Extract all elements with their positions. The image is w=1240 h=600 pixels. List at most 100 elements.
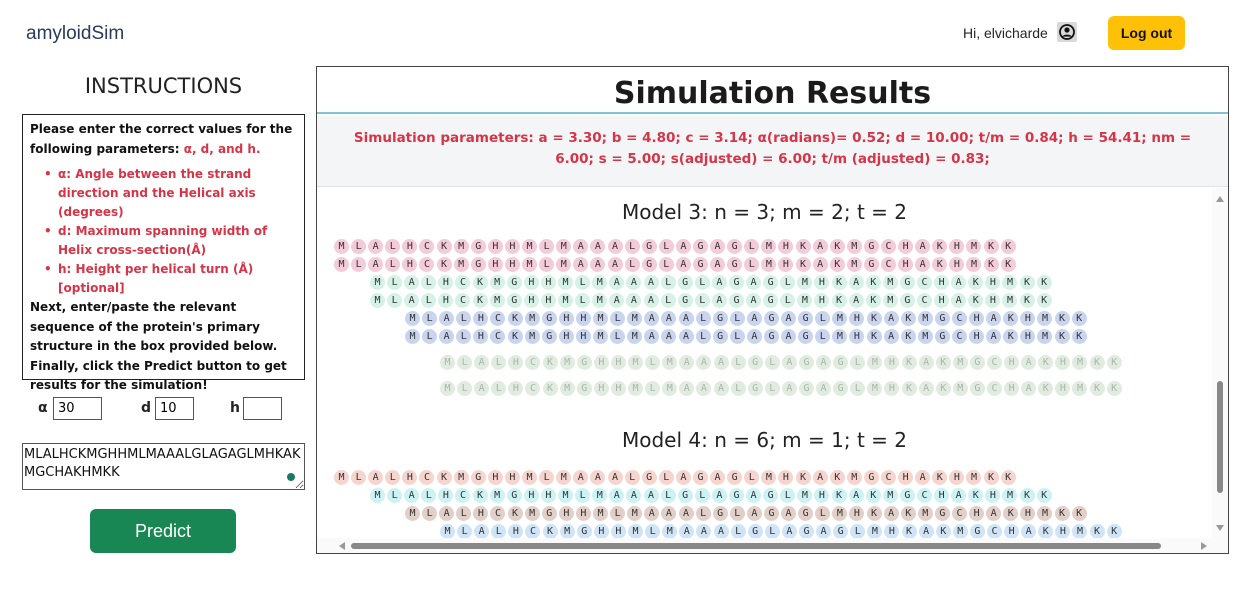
residue: L [694,488,710,503]
residue: H [849,506,865,521]
residue: G [641,239,657,254]
residue: L [729,506,745,521]
residue: M [558,488,574,503]
residue: G [576,524,592,539]
residue: G [747,524,763,539]
d-input[interactable] [155,397,194,420]
residue: L [422,506,438,521]
scroll-down-arrow-icon[interactable] [1216,525,1224,531]
residue: M [882,488,898,503]
residue: A [661,329,677,344]
vertical-scrollbar[interactable] [1212,188,1228,538]
h-input[interactable] [243,397,282,420]
residue: G [798,355,814,370]
residue: L [764,524,780,539]
brand-logo[interactable]: amyloidSim [26,23,125,44]
residue: H [884,355,900,370]
scroll-left-arrow-icon[interactable] [339,542,345,550]
residue: H [898,470,914,485]
residue: A [609,275,625,290]
residue: K [542,381,558,396]
residue: M [1037,311,1053,326]
residue: L [780,293,796,308]
residue: G [763,311,779,326]
residue: G [576,355,592,370]
scroll-up-arrow-icon[interactable] [1216,196,1224,202]
residue: A [816,355,832,370]
residue: A [713,355,729,370]
residue: H [508,355,524,370]
residue: H [1055,381,1071,396]
residue: G [470,257,486,272]
residue: K [1106,355,1122,370]
residue: A [986,311,1002,326]
residue: M [917,329,933,344]
residue: H [849,329,865,344]
residue: G [692,470,708,485]
vertical-scroll-thumb[interactable] [1217,381,1223,493]
residue: M [559,355,575,370]
residue: A [812,257,828,272]
residue: M [405,506,420,521]
predict-button[interactable]: Predict [90,509,236,553]
alpha-input[interactable] [53,397,102,420]
residue: K [831,293,847,308]
residue: L [658,470,674,485]
residue: M [1037,329,1053,344]
residue: G [541,311,557,326]
residue: K [983,239,999,254]
residue: C [917,275,932,290]
residue: L [351,257,367,272]
residue: K [795,239,811,254]
models-scroll-view[interactable]: Model 3: n = 3; m = 2; t = 2 Model 4: n … [317,188,1228,553]
residue: K [1019,293,1035,308]
residue: A [915,239,931,254]
residue: A [781,506,797,521]
residue: A [713,381,729,396]
residue: M [370,488,385,503]
residue: L [457,524,473,539]
residue: A [951,275,967,290]
residue: H [540,488,556,503]
residue: K [983,470,999,485]
residue: A [696,381,712,396]
sequence-textarea[interactable]: MLALHCKMGHHMLMAAALGLAGAGLMHKAKMGCHAKHMKK [22,443,305,490]
residue: G [934,311,950,326]
residue: H [540,293,556,308]
residue: H [438,293,454,308]
model-3-title: Model 3: n = 3; m = 2; t = 2 [621,200,907,224]
residue: A [781,381,797,396]
residue: K [932,470,948,485]
residue: G [712,311,728,326]
residue: G [763,329,779,344]
logout-button[interactable]: Log out [1108,16,1185,50]
residue: A [883,311,899,326]
residue: L [695,311,711,326]
residue: M [917,506,933,521]
residue: L [575,488,591,503]
residue: H [934,275,950,290]
residue: A [710,470,726,485]
residue: G [470,470,486,485]
residue: H [1004,355,1020,370]
residue: G [677,275,693,290]
residue: K [1000,257,1016,272]
residue: L [730,381,746,396]
residue: C [987,524,1002,539]
residue: L [645,355,661,370]
residue: A [816,524,832,539]
residue: H [523,488,539,503]
horizontal-scroll-thumb[interactable] [351,543,1161,549]
residue: K [472,275,488,290]
residue: H [610,381,626,396]
residue: M [593,311,609,326]
horizontal-scrollbar[interactable] [317,538,1228,553]
residue: L [695,506,711,521]
residue: M [846,239,862,254]
scroll-right-arrow-icon[interactable] [1201,542,1207,550]
residue: A [590,257,606,272]
residue: L [385,239,401,254]
residue: C [881,239,896,254]
residue: L [387,275,403,290]
